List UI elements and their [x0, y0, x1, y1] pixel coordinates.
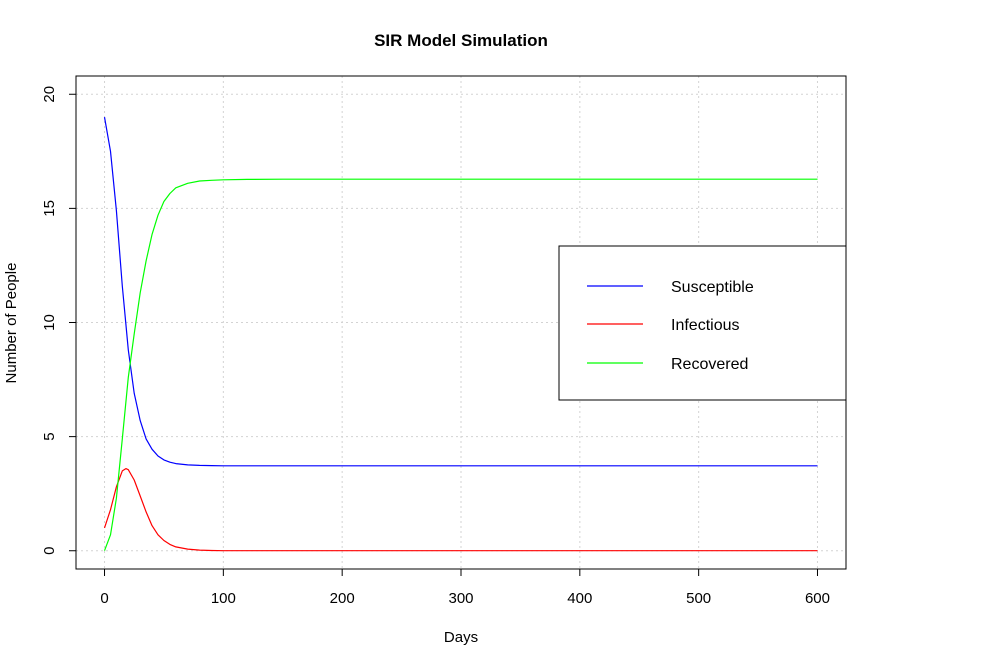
- x-axis-label: Days: [444, 629, 478, 646]
- y-axis-label: Number of People: [3, 263, 20, 384]
- legend: Susceptible Infectious Recovered: [558, 245, 847, 401]
- y-tick-label: 20: [41, 86, 58, 103]
- y-tick-label: 10: [41, 314, 58, 331]
- series-line-recovered: [103, 178, 818, 551]
- x-tick-label: 600: [805, 590, 830, 607]
- series-line-susceptible: [103, 116, 818, 467]
- legend-label-susceptible: Susceptible: [671, 279, 754, 296]
- x-tick-label: 500: [686, 590, 711, 607]
- legend-label-infectious: Infectious: [671, 317, 739, 334]
- y-axis: 0 5 10 15 20: [41, 86, 76, 555]
- x-tick-label: 300: [448, 590, 473, 607]
- series-lines: [103, 116, 818, 552]
- legend-label-recovered: Recovered: [671, 356, 748, 373]
- x-axis: 0 100 200 300 400 500 600: [100, 569, 830, 607]
- y-tick-label: 5: [41, 432, 58, 440]
- x-tick-label: 200: [330, 590, 355, 607]
- chart-title: SIR Model Simulation: [374, 31, 548, 50]
- legend-box: [558, 245, 847, 401]
- x-tick-label: 400: [567, 590, 592, 607]
- y-tick-label: 0: [41, 547, 58, 555]
- x-tick-label: 0: [100, 590, 108, 607]
- x-tick-label: 100: [211, 590, 236, 607]
- series-line-infectious: [103, 468, 818, 552]
- y-tick-label: 15: [41, 200, 58, 217]
